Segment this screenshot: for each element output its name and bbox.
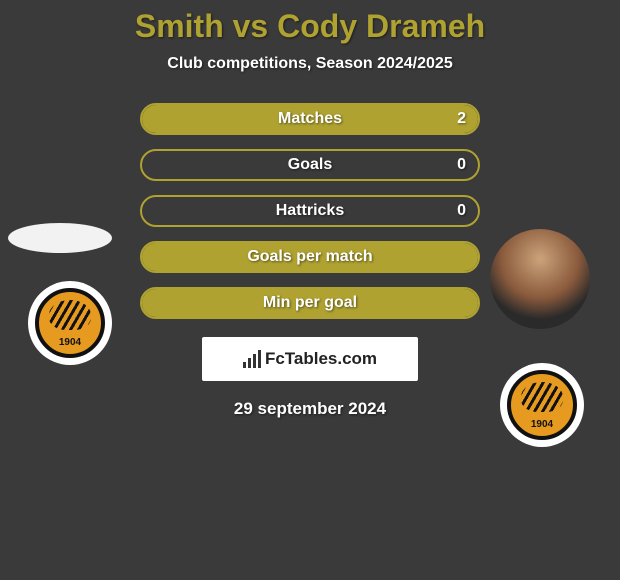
stat-row: Hattricks 0	[140, 195, 480, 227]
stat-label: Hattricks	[276, 202, 344, 220]
stat-row: Matches 2	[140, 103, 480, 135]
club-year: 1904	[529, 419, 555, 430]
subtitle: Club competitions, Season 2024/2025	[0, 55, 620, 73]
player-left-photo	[8, 223, 112, 253]
stat-label: Min per goal	[263, 294, 357, 312]
player-right-photo	[490, 229, 590, 329]
stat-row: Min per goal	[140, 287, 480, 319]
player-right-club-badge: 1904	[500, 363, 584, 447]
stat-rows: Matches 2 Goals 0 Hattricks 0 Goals per match M…	[140, 103, 480, 319]
stat-label: Matches	[278, 110, 342, 128]
stat-row: Goals 0	[140, 149, 480, 181]
stat-value-right: 2	[457, 110, 466, 128]
stat-value-right: 0	[457, 156, 466, 174]
player-left-club-badge: 1904	[28, 281, 112, 365]
chart-icon	[243, 350, 261, 368]
stat-value-right: 0	[457, 202, 466, 220]
club-year: 1904	[57, 337, 83, 348]
watermark-text: FcTables.com	[265, 349, 377, 369]
stat-row: Goals per match	[140, 241, 480, 273]
watermark: FcTables.com	[202, 337, 418, 381]
page-title: Smith vs Cody Drameh	[0, 0, 620, 45]
stats-area: 1904 1904 Matches2Goals0Hattricks0Goals …	[0, 103, 620, 419]
stat-label: Goals	[288, 156, 332, 174]
stat-label: Goals per match	[247, 248, 372, 266]
